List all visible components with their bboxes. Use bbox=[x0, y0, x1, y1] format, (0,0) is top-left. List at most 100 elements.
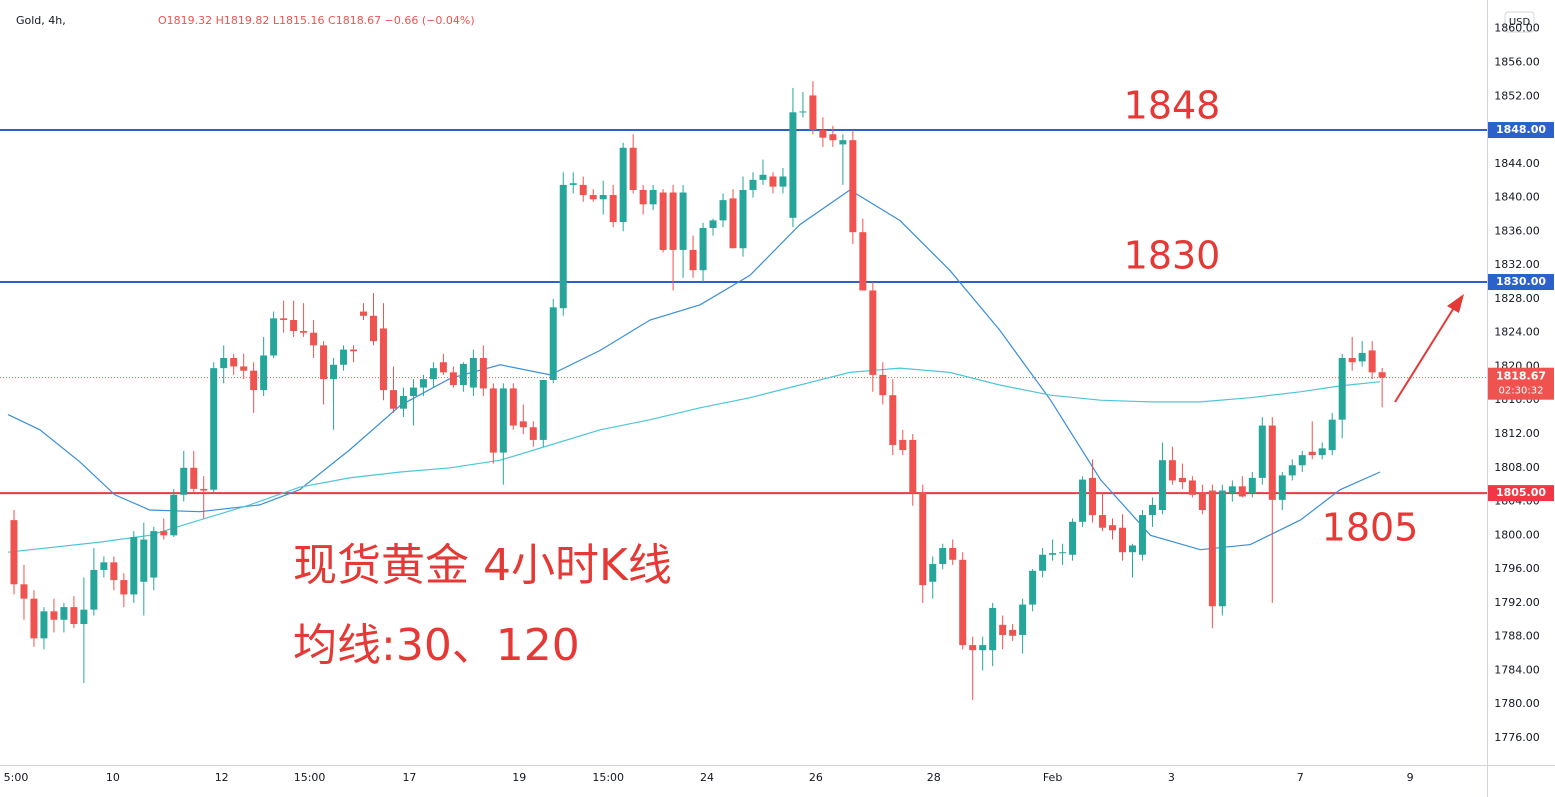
candle-body bbox=[529, 427, 537, 440]
candle-body bbox=[459, 363, 467, 386]
level-price-box bbox=[1488, 122, 1554, 139]
y-tick-label: 1832.00 bbox=[1494, 258, 1540, 271]
currency: USD bbox=[1509, 17, 1531, 28]
candle-body bbox=[509, 388, 517, 426]
candle-body bbox=[160, 531, 168, 536]
candle-body bbox=[399, 396, 407, 409]
candle-body bbox=[1049, 553, 1057, 555]
y-tick-label: 1840.00 bbox=[1494, 191, 1540, 204]
candle-body bbox=[439, 362, 447, 373]
symbol: Gold, 4h, bbox=[16, 14, 66, 27]
candle-body bbox=[979, 645, 987, 651]
candle-body bbox=[619, 147, 627, 223]
candle-body bbox=[409, 387, 417, 397]
candle-body bbox=[799, 111, 807, 113]
candle-body bbox=[999, 624, 1007, 635]
level-price-label: 1848.00 bbox=[1496, 123, 1546, 136]
candle-body bbox=[989, 607, 997, 651]
candle-body bbox=[1148, 504, 1156, 516]
candle-body bbox=[969, 645, 977, 651]
candle-body bbox=[340, 349, 348, 365]
candle-body bbox=[379, 328, 387, 391]
candle-body bbox=[1268, 425, 1276, 500]
candle-body bbox=[1278, 475, 1286, 500]
candle-body bbox=[1378, 372, 1386, 378]
candle-body bbox=[919, 492, 927, 586]
candle-body bbox=[170, 494, 178, 536]
candle-body bbox=[669, 192, 677, 250]
x-tick-label: 10 bbox=[106, 771, 120, 784]
arrow-shaft bbox=[1394, 305, 1456, 403]
candle-body bbox=[1029, 570, 1037, 605]
candle-body bbox=[469, 358, 477, 388]
level-price-label: 1830.00 bbox=[1496, 275, 1546, 288]
candle-body bbox=[809, 95, 817, 131]
candle-body bbox=[829, 134, 837, 141]
candle-body bbox=[1109, 525, 1117, 531]
candle-body bbox=[300, 330, 308, 333]
ohlc-legend: O1819.32 H1819.82 L1815.16 C1818.67 −0.6… bbox=[158, 14, 475, 27]
candle-body bbox=[389, 390, 397, 409]
candle-body bbox=[1138, 515, 1146, 555]
candle-body bbox=[1288, 465, 1296, 476]
candle-body bbox=[210, 368, 218, 490]
candle-body bbox=[1099, 515, 1107, 528]
y-tick-label: 1776.00 bbox=[1494, 731, 1540, 744]
candle-body bbox=[629, 147, 637, 190]
candle-body bbox=[419, 379, 427, 388]
candle-body bbox=[140, 539, 148, 582]
candle-body bbox=[1128, 545, 1136, 553]
x-tick-label: 3 bbox=[1168, 771, 1175, 784]
candle-body bbox=[310, 332, 318, 346]
candle-body bbox=[839, 140, 847, 145]
y-tick-label: 1784.00 bbox=[1494, 663, 1540, 676]
candle-body bbox=[240, 366, 248, 371]
candle-body bbox=[1168, 460, 1176, 481]
candle-body bbox=[1338, 358, 1346, 420]
candle-body bbox=[130, 537, 138, 595]
y-tick-label: 1808.00 bbox=[1494, 461, 1540, 474]
y-tick-label: 1828.00 bbox=[1494, 292, 1540, 305]
y-tick-label: 1792.00 bbox=[1494, 596, 1540, 609]
candle-body bbox=[769, 176, 777, 187]
candle-body bbox=[1019, 604, 1027, 635]
candle-body bbox=[270, 318, 278, 356]
y-tick-label: 1852.00 bbox=[1494, 89, 1540, 102]
candle-body bbox=[569, 183, 577, 185]
countdown: 02:30:32 bbox=[1499, 386, 1544, 397]
candle-body bbox=[110, 562, 118, 581]
candle-body bbox=[330, 364, 338, 380]
candle-body bbox=[1368, 350, 1376, 373]
level-price-label: 1805.00 bbox=[1496, 486, 1546, 499]
candle-body bbox=[40, 611, 48, 639]
moving-average-line bbox=[7, 367, 1381, 553]
candle-body bbox=[1248, 477, 1256, 494]
last-price-box bbox=[1488, 367, 1554, 400]
candle-body bbox=[1178, 477, 1186, 483]
level-price-box bbox=[1488, 274, 1554, 291]
candle-body bbox=[449, 372, 457, 386]
candle-body bbox=[90, 569, 98, 610]
candle-body bbox=[1318, 448, 1326, 456]
arrow-head bbox=[1447, 294, 1464, 313]
candle-body bbox=[30, 598, 38, 639]
y-tick-label: 1780.00 bbox=[1494, 697, 1540, 710]
x-tick-label: Feb bbox=[1043, 771, 1062, 784]
currency-box[interactable] bbox=[1504, 11, 1535, 33]
candle-body bbox=[899, 439, 907, 451]
candle-body bbox=[849, 140, 857, 233]
candle-body bbox=[639, 189, 647, 205]
candle-body bbox=[369, 315, 377, 342]
candle-body bbox=[200, 488, 208, 491]
candle-body bbox=[60, 607, 68, 620]
candle-body bbox=[1089, 477, 1097, 516]
candle-body bbox=[1238, 486, 1246, 497]
x-tick-label: 24 bbox=[700, 771, 714, 784]
level-price-box bbox=[1488, 485, 1554, 502]
candle-body bbox=[1298, 455, 1306, 466]
candle-body bbox=[599, 195, 607, 200]
candle-body bbox=[1069, 521, 1077, 555]
candle-body bbox=[579, 184, 587, 196]
y-tick-label: 1800.00 bbox=[1494, 528, 1540, 541]
